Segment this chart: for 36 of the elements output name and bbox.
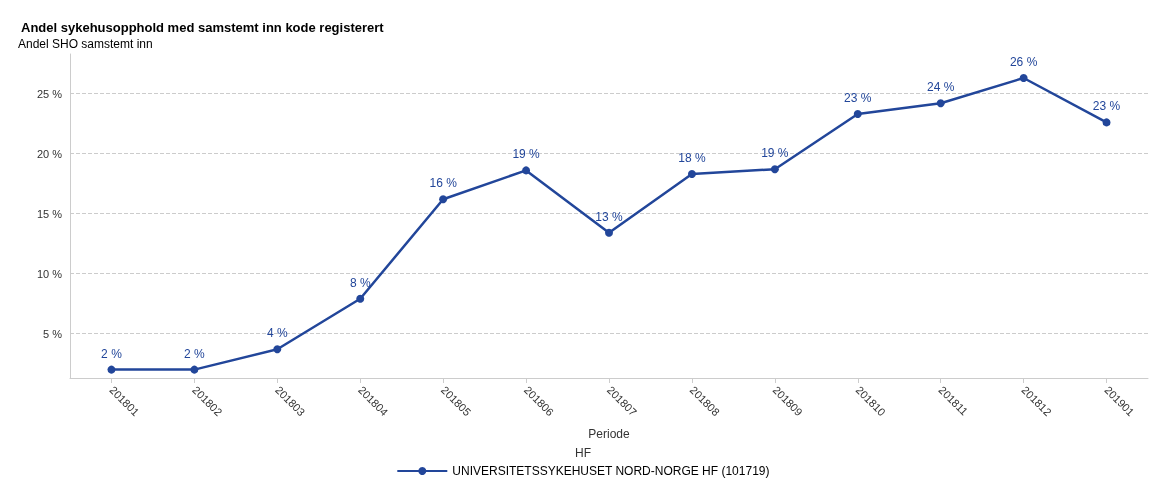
- data-label: 2 %: [101, 346, 123, 361]
- data-label: 13 %: [595, 209, 623, 224]
- y-tick-label: 5 %: [43, 327, 63, 340]
- point: [522, 166, 531, 175]
- point: [273, 345, 282, 354]
- data-label: 24 %: [927, 80, 955, 95]
- point: [356, 294, 365, 303]
- point: [936, 99, 945, 108]
- point: [853, 110, 862, 118]
- data-label: 16 %: [429, 176, 458, 191]
- data-label: 23 %: [1092, 99, 1121, 114]
- point: [687, 170, 696, 178]
- point: [190, 365, 199, 374]
- y-tick-label: 10 %: [36, 267, 63, 280]
- point: [107, 365, 116, 374]
- chart-title: Andel sykehusopphold med samstemt inn kode registerert: [21, 20, 385, 35]
- y-tick-label: 25 %: [36, 87, 63, 100]
- data-label: 23 %: [844, 91, 872, 105]
- legend-label: UNIVERSITETSSYKEHUSET NORD-NORGE HF (101719): [452, 464, 770, 478]
- data-label: 4 %: [266, 326, 288, 341]
- x-axis-title: Periode: [588, 427, 630, 441]
- point: [1102, 118, 1111, 127]
- data-label: 2 %: [184, 346, 206, 361]
- data-label: 19 %: [761, 146, 789, 161]
- point: [439, 195, 448, 204]
- point: [770, 165, 779, 174]
- y-axis-title: Andel SHO samstemt inn: [18, 37, 153, 51]
- data-label: 19 %: [512, 147, 541, 162]
- data-label: 26 %: [1009, 55, 1038, 69]
- y-tick-label: 15 %: [36, 207, 63, 220]
- data-label: 18 %: [678, 151, 706, 165]
- point: [605, 228, 613, 237]
- point: [1019, 74, 1028, 82]
- y-tick-label: 20 %: [36, 147, 63, 160]
- data-label: 8 %: [349, 275, 371, 290]
- legend-title: HF: [575, 446, 591, 460]
